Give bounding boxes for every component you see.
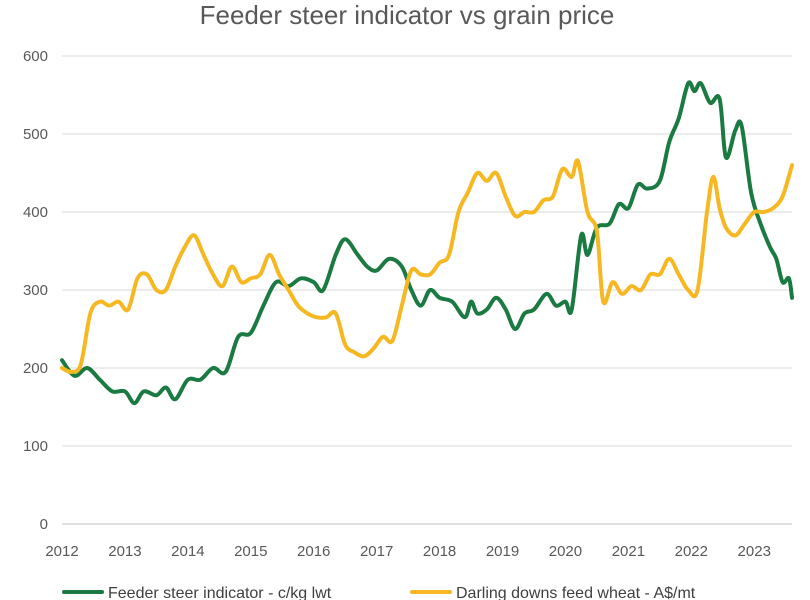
legend: Feeder steer indicator - c/kg lwt Darling… [62, 585, 696, 600]
y-tick-label: 400 [23, 204, 48, 221]
y-tick-label: 600 [23, 48, 48, 65]
y-tick-label: 200 [23, 360, 48, 377]
legend-label-1: Darling downs feed wheat - A$/mt [456, 585, 696, 600]
x-axis-ticks: 2012 2013 2014 2015 2016 2017 2018 2019 2020 2021… [45, 543, 771, 560]
x-tick-label: 2013 [108, 543, 141, 560]
y-tick-label: 100 [23, 438, 48, 455]
y-axis-ticks: 0 100 200 300 400 500 600 [23, 48, 48, 533]
x-tick-label: 2023 [738, 543, 771, 560]
x-tick-label: 2017 [360, 543, 393, 560]
x-tick-label: 2020 [549, 543, 582, 560]
x-tick-label: 2016 [297, 543, 330, 560]
x-tick-label: 2014 [171, 543, 204, 560]
x-tick-label: 2015 [234, 543, 267, 560]
x-tick-label: 2019 [486, 543, 519, 560]
y-tick-label: 300 [23, 282, 48, 299]
x-tick-label: 2021 [612, 543, 645, 560]
gridlines [62, 55, 792, 525]
series-line-1 [60, 158, 794, 374]
legend-label-0: Feeder steer indicator - c/kg lwt [108, 585, 332, 600]
series-lines [60, 80, 794, 406]
chart-title: Feeder steer indicator vs grain price [200, 0, 615, 30]
series-line-0 [60, 80, 794, 406]
y-tick-label: 0 [40, 516, 48, 533]
x-tick-label: 2022 [675, 543, 708, 560]
x-tick-label: 2018 [423, 543, 456, 560]
y-tick-label: 500 [23, 126, 48, 143]
x-tick-label: 2012 [45, 543, 78, 560]
